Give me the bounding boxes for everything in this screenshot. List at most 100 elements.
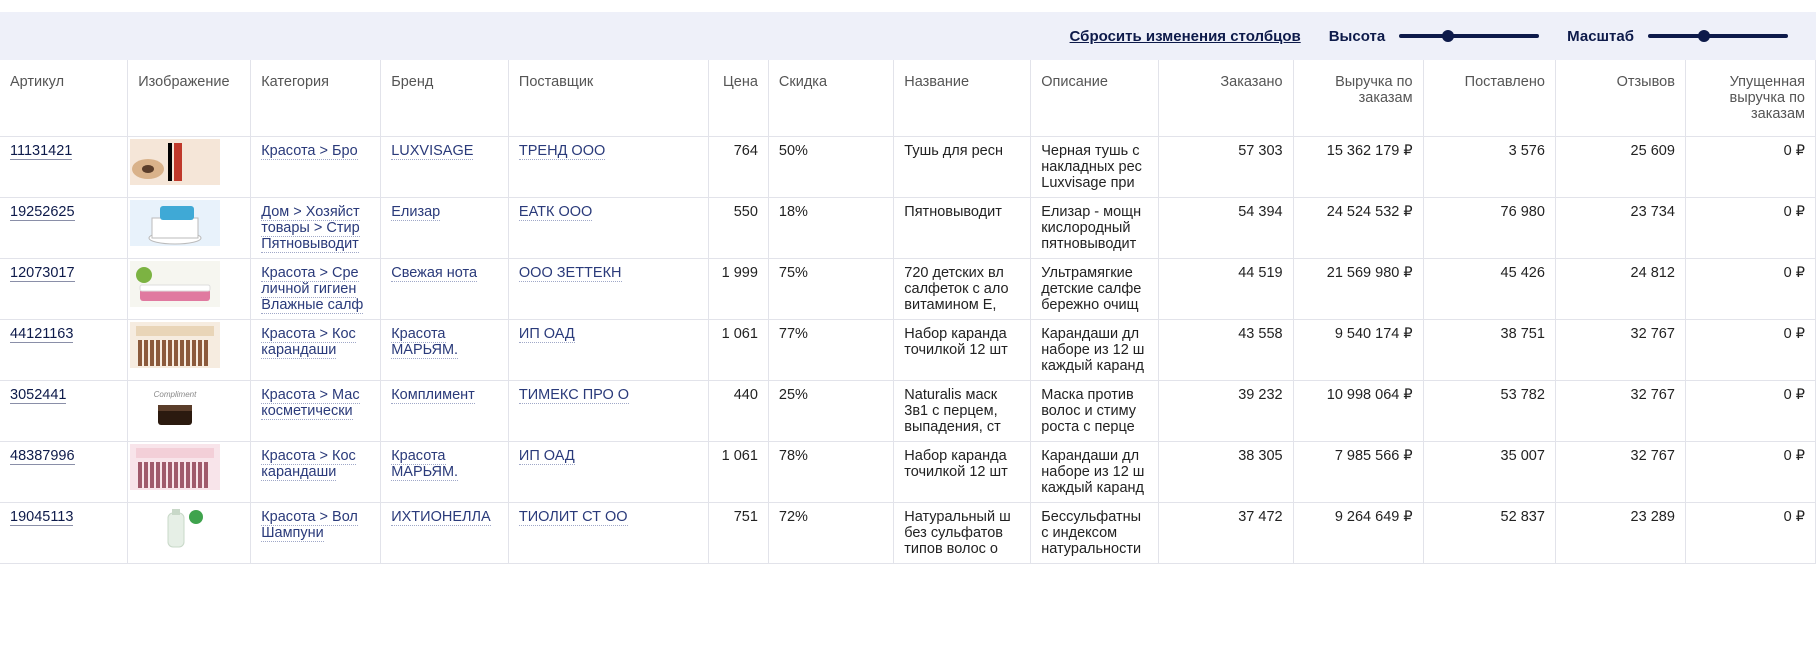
revenue-cell: 9 264 649 ₽ xyxy=(1293,503,1423,564)
desc-cell: Маска против волос и стиму роста с перце xyxy=(1031,381,1159,442)
supplier-link[interactable]: ТИОЛИТ СТ ОО xyxy=(519,509,628,526)
discount-cell: 25% xyxy=(768,381,893,442)
product-thumb[interactable] xyxy=(130,200,220,246)
ordered-cell: 54 394 xyxy=(1158,198,1293,259)
category-link[interactable]: Красота > Бро xyxy=(261,143,357,160)
supplier-link[interactable]: ООО ЗЕТТЕКН xyxy=(519,265,622,282)
discount-cell: 78% xyxy=(768,442,893,503)
supplier-link[interactable]: ТРЕНД ООО xyxy=(519,143,605,160)
brand-link[interactable]: Свежая нота xyxy=(391,265,477,282)
category-link[interactable]: Красота > Сре личной гигиен Влажные салф xyxy=(261,265,363,314)
category-link[interactable]: Красота > Вол Шампуни xyxy=(261,509,358,542)
sku-link[interactable]: 19045113 xyxy=(10,509,73,526)
products-table: АртикулИзображениеКатегорияБрендПоставщи… xyxy=(0,60,1816,564)
table-header-row: АртикулИзображениеКатегорияБрендПоставщи… xyxy=(0,60,1816,137)
col-header-img[interactable]: Изображение xyxy=(128,60,251,137)
brand-cell: Красота МАРЬЯМ. xyxy=(381,442,509,503)
category-link[interactable]: Красота > Мас косметически xyxy=(261,387,359,420)
product-thumb[interactable] xyxy=(130,322,220,368)
supplier-cell: ИП ОАД xyxy=(508,442,708,503)
height-label: Высота xyxy=(1329,28,1385,45)
category-link[interactable]: Красота > Кос карандаши xyxy=(261,448,356,481)
table-row: 48387996 Красота > Кос карандаши Красота М… xyxy=(0,442,1816,503)
price-cell: 1 061 xyxy=(708,442,768,503)
brand-link[interactable]: LUXVISAGE xyxy=(391,143,473,160)
sku-link[interactable]: 19252625 xyxy=(10,204,75,221)
discount-cell: 50% xyxy=(768,137,893,198)
brand-cell: Красота МАРЬЯМ. xyxy=(381,320,509,381)
product-thumb[interactable] xyxy=(130,505,220,551)
brand-link[interactable]: Красота МАРЬЯМ. xyxy=(391,326,458,359)
supplier-link[interactable]: ИП ОАД xyxy=(519,448,575,465)
supplier-link[interactable]: ЕАТК ООО xyxy=(519,204,592,221)
table-row: 3052441 Compliment Красота > Мас косметиче… xyxy=(0,381,1816,442)
price-cell: 1 999 xyxy=(708,259,768,320)
col-header-ordered[interactable]: Заказано xyxy=(1158,60,1293,137)
category-link[interactable]: Красота > Кос карандаши xyxy=(261,326,356,359)
col-header-sku[interactable]: Артикул xyxy=(0,60,128,137)
scale-slider-thumb[interactable] xyxy=(1698,30,1710,42)
product-thumb[interactable]: Compliment xyxy=(130,383,220,429)
table-row: 12073017 Красота > Сре личной гигиен Влаж… xyxy=(0,259,1816,320)
lost-cell: 0 ₽ xyxy=(1685,259,1815,320)
height-slider[interactable] xyxy=(1399,34,1539,38)
image-cell: Compliment xyxy=(128,381,251,442)
brand-link[interactable]: Красота МАРЬЯМ. xyxy=(391,448,458,481)
revenue-cell: 15 362 179 ₽ xyxy=(1293,137,1423,198)
col-header-brand[interactable]: Бренд xyxy=(381,60,509,137)
category-link[interactable]: Дом > Хозяйст товары > Стир Пятновыводит xyxy=(261,204,359,253)
image-cell xyxy=(128,320,251,381)
row-height-control: Высота xyxy=(1329,28,1539,45)
sku-link[interactable]: 48387996 xyxy=(10,448,75,465)
table-row: 19252625 Дом > Хозяйст товары > Стир Пятн… xyxy=(0,198,1816,259)
sku-link[interactable]: 3052441 xyxy=(10,387,66,404)
revenue-cell: 21 569 980 ₽ xyxy=(1293,259,1423,320)
lost-cell: 0 ₽ xyxy=(1685,320,1815,381)
svg-text:Compliment: Compliment xyxy=(154,390,197,399)
lost-cell: 0 ₽ xyxy=(1685,198,1815,259)
category-cell: Красота > Сре личной гигиен Влажные салф xyxy=(251,259,381,320)
scale-slider[interactable] xyxy=(1648,34,1788,38)
category-cell: Дом > Хозяйст товары > Стир Пятновыводит xyxy=(251,198,381,259)
brand-link[interactable]: Елизар xyxy=(391,204,440,221)
col-header-name[interactable]: Название xyxy=(894,60,1031,137)
supplier-link[interactable]: ИП ОАД xyxy=(519,326,575,343)
brand-cell: ИХТИОНЕЛЛА xyxy=(381,503,509,564)
category-cell: Красота > Кос карандаши xyxy=(251,442,381,503)
sku-link[interactable]: 44121163 xyxy=(10,326,73,343)
category-cell: Красота > Бро xyxy=(251,137,381,198)
supplier-link[interactable]: ТИМЕКС ПРО О xyxy=(519,387,629,404)
delivered-cell: 38 751 xyxy=(1423,320,1555,381)
image-cell xyxy=(128,198,251,259)
delivered-cell: 45 426 xyxy=(1423,259,1555,320)
sku-link[interactable]: 12073017 xyxy=(10,265,75,282)
col-header-reviews[interactable]: Отзывов xyxy=(1555,60,1685,137)
height-slider-thumb[interactable] xyxy=(1442,30,1454,42)
discount-cell: 18% xyxy=(768,198,893,259)
price-cell: 751 xyxy=(708,503,768,564)
category-cell: Красота > Вол Шампуни xyxy=(251,503,381,564)
name-cell: Тушь для ресн xyxy=(894,137,1031,198)
discount-cell: 77% xyxy=(768,320,893,381)
reset-columns-link[interactable]: Сбросить изменения столбцов xyxy=(1070,28,1301,45)
col-header-lost[interactable]: Упущенная выручка по заказам xyxy=(1685,60,1815,137)
delivered-cell: 52 837 xyxy=(1423,503,1555,564)
image-cell xyxy=(128,442,251,503)
product-thumb[interactable] xyxy=(130,139,220,185)
col-header-discount[interactable]: Скидка xyxy=(768,60,893,137)
product-thumb[interactable] xyxy=(130,444,220,490)
col-header-desc[interactable]: Описание xyxy=(1031,60,1159,137)
col-header-supplier[interactable]: Поставщик xyxy=(508,60,708,137)
col-header-revenue[interactable]: Выручка по заказам xyxy=(1293,60,1423,137)
col-header-delivered[interactable]: Поставлено xyxy=(1423,60,1555,137)
price-cell: 1 061 xyxy=(708,320,768,381)
brand-link[interactable]: ИХТИОНЕЛЛА xyxy=(391,509,491,526)
col-header-price[interactable]: Цена xyxy=(708,60,768,137)
product-thumb[interactable] xyxy=(130,261,220,307)
reviews-cell: 23 289 xyxy=(1555,503,1685,564)
price-cell: 440 xyxy=(708,381,768,442)
sku-link[interactable]: 11131421 xyxy=(10,143,72,160)
col-header-cat[interactable]: Категория xyxy=(251,60,381,137)
brand-link[interactable]: Комплимент xyxy=(391,387,475,404)
reviews-cell: 32 767 xyxy=(1555,442,1685,503)
